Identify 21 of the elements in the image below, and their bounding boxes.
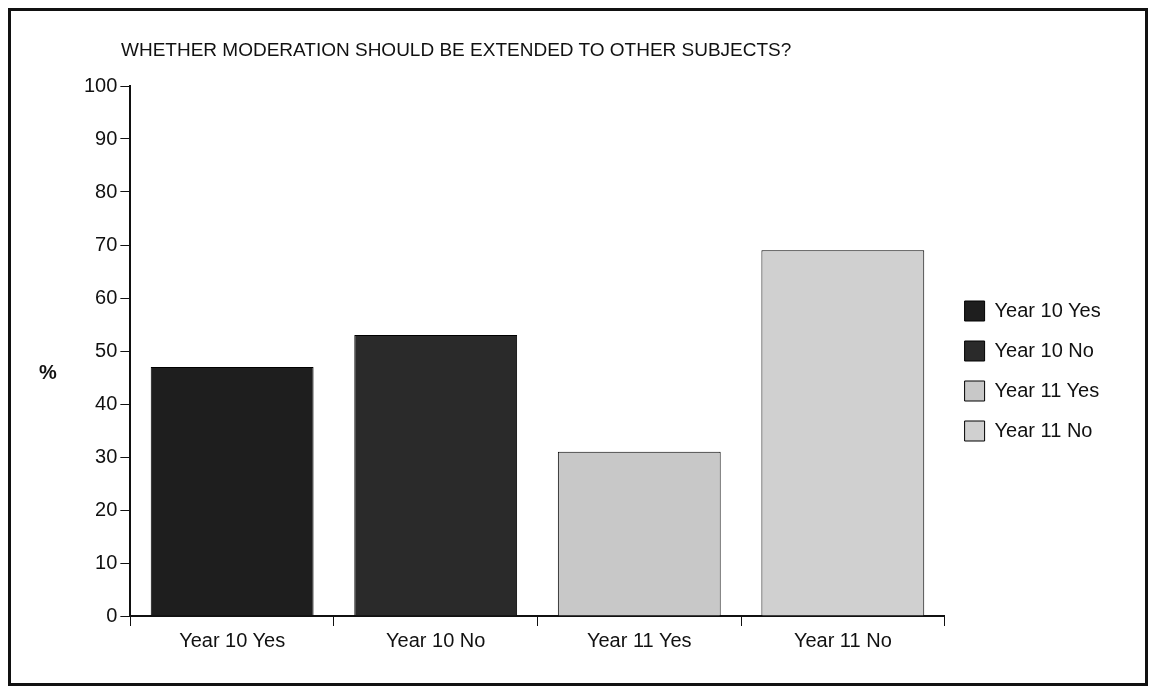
- x-tick-label: Year 11 No: [793, 628, 892, 651]
- legend-label: Year 11 Yes: [994, 378, 1100, 401]
- legend-label: Year 10 No: [994, 338, 1094, 361]
- y-tick-label: 20: [95, 497, 118, 520]
- legend-label: Year 10 Yes: [994, 298, 1101, 321]
- y-tick-label: 30: [95, 444, 118, 467]
- y-tick-label: 0: [106, 603, 118, 626]
- y-tick-label: 70: [95, 232, 118, 255]
- legend-label: Year 11 No: [994, 418, 1093, 441]
- y-tick-label: 50: [95, 338, 118, 361]
- y-tick-label: 80: [95, 179, 118, 202]
- y-tick-label: 90: [95, 126, 118, 149]
- chart-title: WHETHER MODERATION SHOULD BE EXTENDED TO OTHER SUBJECTS?: [121, 39, 792, 61]
- x-tick-label: Year 10 No: [386, 628, 486, 651]
- y-tick-label: 10: [95, 550, 118, 573]
- x-tick-label: Year 11 Yes: [586, 628, 692, 651]
- y-axis-title: %: [39, 361, 57, 384]
- y-tick-label: 100: [83, 73, 118, 96]
- y-tick-label: 40: [95, 391, 118, 414]
- x-tick-label: Year 10 Yes: [179, 628, 286, 651]
- y-tick-label: 60: [95, 285, 118, 308]
